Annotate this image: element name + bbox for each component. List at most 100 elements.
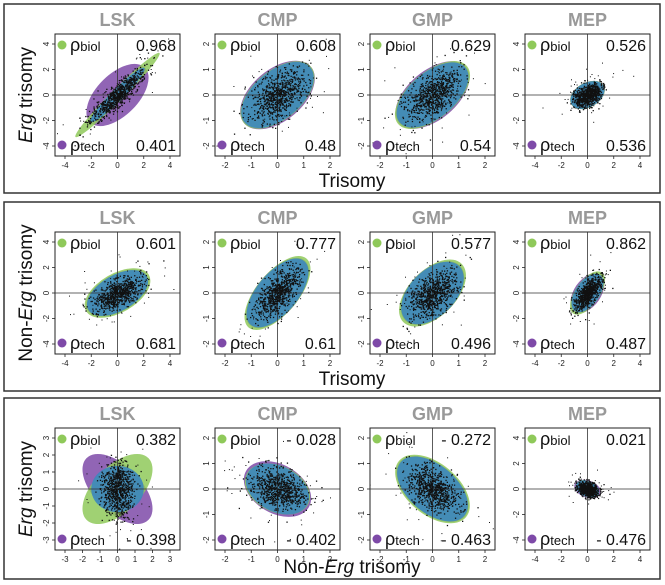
data-point: [445, 85, 447, 88]
data-point: [134, 284, 136, 286]
data-point: [598, 90, 600, 93]
data-point: [121, 92, 123, 94]
point-cloud: [542, 62, 635, 123]
data-point: [427, 77, 429, 79]
data-point: [113, 321, 115, 323]
data-point: [573, 94, 575, 96]
data-point: [433, 85, 436, 87]
data-point: [307, 287, 309, 289]
data-point: [277, 99, 279, 102]
data-point: [272, 101, 274, 103]
data-point: [432, 86, 434, 88]
data-point: [268, 103, 270, 105]
data-point: [115, 97, 117, 99]
data-point: [121, 91, 123, 93]
data-point: [587, 99, 589, 101]
data-point: [448, 88, 450, 90]
rho-biol-value: 0.526: [606, 38, 646, 55]
data-point: [442, 85, 444, 88]
data-point: [101, 306, 103, 308]
data-point: [580, 91, 583, 93]
data-point: [254, 119, 256, 121]
data-point: [442, 83, 444, 86]
data-point: [276, 305, 278, 307]
data-point: [141, 79, 144, 81]
data-point: [286, 302, 288, 304]
data-point: [276, 114, 279, 116]
data-point: [281, 291, 283, 293]
data-point: [589, 91, 591, 93]
data-point: [310, 62, 312, 64]
data-point: [271, 296, 274, 298]
data-point: [282, 91, 285, 94]
data-point: [107, 287, 109, 289]
data-point: [274, 299, 276, 301]
data-point: [288, 275, 290, 277]
data-point: [277, 298, 279, 300]
data-point: [122, 280, 124, 283]
data-point: [298, 283, 301, 285]
data-point: [284, 294, 287, 296]
data-point: [402, 117, 405, 120]
data-point: [113, 95, 115, 97]
data-point: [284, 84, 286, 86]
data-point: [266, 98, 268, 100]
data-point: [299, 94, 302, 96]
data-point: [276, 75, 279, 78]
data-point: [216, 145, 218, 147]
data-point: [577, 89, 580, 92]
data-point: [303, 80, 305, 82]
data-point: [444, 95, 447, 97]
data-point: [133, 291, 135, 293]
data-point: [96, 324, 98, 326]
data-point: [408, 285, 410, 287]
data-point: [128, 293, 130, 295]
data-point: [287, 274, 289, 276]
data-point: [96, 106, 98, 108]
data-point: [277, 102, 280, 105]
data-point: [113, 282, 115, 284]
data-point: [571, 107, 573, 109]
data-point: [128, 300, 130, 302]
data-point: [129, 278, 131, 280]
data-point: [288, 92, 290, 95]
tech-subscript: tech: [240, 337, 265, 352]
data-point: [122, 96, 124, 98]
data-point: [418, 299, 420, 301]
data-point: [106, 103, 108, 105]
data-point: [430, 101, 432, 103]
data-point: [588, 103, 590, 106]
data-point: [266, 87, 268, 89]
data-point: [580, 105, 582, 107]
data-point: [589, 83, 591, 85]
data-point: [134, 287, 136, 289]
data-point: [302, 281, 304, 283]
data-point: [294, 79, 297, 81]
data-point: [129, 301, 131, 303]
data-point: [288, 100, 290, 102]
data-point: [322, 112, 324, 114]
data-point: [279, 271, 281, 273]
y-tick-label: -1: [202, 314, 211, 322]
data-point: [115, 99, 117, 102]
data-point: [268, 299, 270, 302]
data-point: [279, 306, 281, 308]
data-point: [108, 108, 110, 110]
data-point: [420, 101, 422, 103]
data-point: [578, 87, 581, 90]
data-point: [124, 87, 126, 89]
data-point: [293, 89, 295, 91]
data-point: [132, 94, 135, 96]
data-point: [459, 264, 462, 266]
data-point: [281, 93, 283, 96]
data-point: [419, 118, 421, 120]
data-point: [261, 126, 263, 128]
data-point: [278, 283, 280, 285]
data-point: [305, 81, 307, 84]
data-point: [582, 103, 584, 105]
data-point: [284, 303, 286, 305]
data-point: [281, 97, 283, 99]
data-point: [134, 293, 136, 295]
data-point: [425, 84, 427, 87]
